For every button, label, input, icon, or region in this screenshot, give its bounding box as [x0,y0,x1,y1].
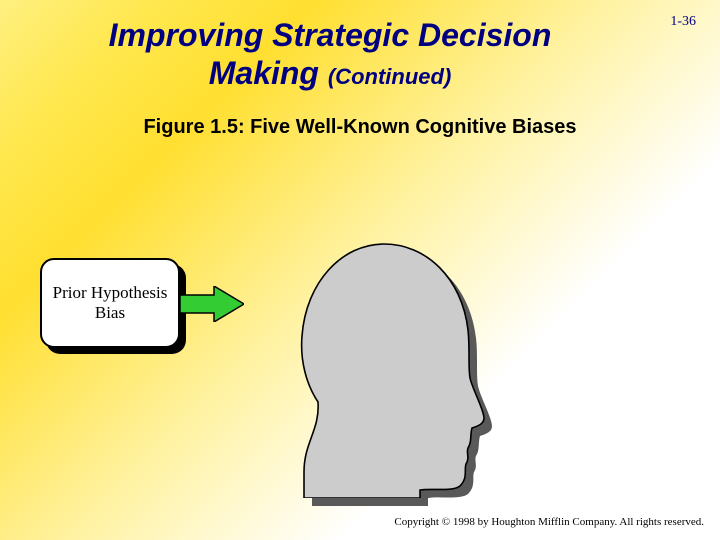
head-silhouette [276,238,486,498]
page-number: 1-36 [670,14,696,30]
bias-box: Prior Hypothesis Bias [40,258,180,348]
bias-box-label: Prior Hypothesis Bias [42,283,178,322]
arrow-shape [180,286,244,322]
arrow-icon [180,286,244,322]
figure-caption: Figure 1.5: Five Well-Known Cognitive Bi… [0,116,720,139]
head-path [302,244,484,498]
copyright: Copyright © 1998 by Houghton Mifflin Com… [394,516,704,528]
slide: 1-36 Improving Strategic Decision Making… [0,0,720,540]
title-sub: (Continued) [328,64,451,89]
slide-title: Improving Strategic Decision Making (Con… [50,16,610,93]
